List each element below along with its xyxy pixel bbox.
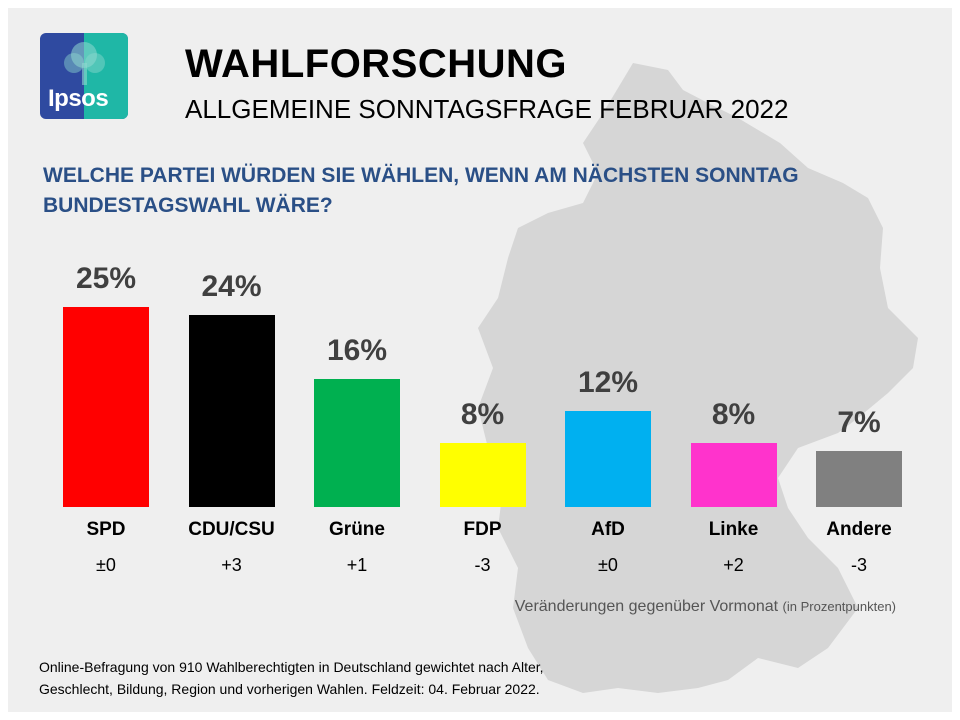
change-label: +1	[346, 555, 368, 575]
logo-text: Ipsos	[48, 85, 109, 112]
footer-line-2: Geschlecht, Bildung, Region und vorherig…	[39, 681, 540, 697]
tree-head-icon	[64, 42, 105, 85]
value-label: 25%	[75, 262, 137, 295]
germany-map-background	[478, 63, 918, 693]
value-label: 7%	[837, 406, 881, 439]
survey-question: WELCHE PARTEI WÜRDEN SIE WÄHLEN, WENN AM…	[43, 164, 799, 217]
change-note-main: Veränderungen gegenüber Vormonat	[514, 598, 779, 615]
footer-line-1: Online-Befragung von 910 Wahlberechtigte…	[39, 659, 544, 675]
value-label: 8%	[460, 398, 505, 431]
change-note-detail: (in Prozentpunkten)	[782, 599, 896, 614]
change-label: +2	[723, 555, 744, 575]
category-label: AfD	[591, 519, 625, 540]
change-label: ±0	[598, 555, 618, 575]
bar-cdu-csu	[188, 315, 275, 507]
change-label: +3	[221, 555, 242, 575]
infographic-frame: Ipsos WAHLFORSCHUNG ALLGEMEINE SONNTAGSF…	[8, 8, 952, 712]
category-label: CDU/CSU	[188, 519, 275, 540]
bar-andere	[816, 451, 902, 507]
change-label: -3	[850, 555, 867, 575]
bar-gr-ne	[314, 379, 400, 507]
ipsos-logo: Ipsos	[40, 33, 128, 119]
category-label: Grüne	[329, 519, 385, 540]
value-label: 24%	[201, 270, 262, 303]
page-subtitle: ALLGEMEINE SONNTAGSFRAGE FEBRUAR 2022	[185, 94, 789, 124]
category-label: FDP	[463, 519, 502, 540]
bar-afd	[565, 411, 651, 507]
page-title: WAHLFORSCHUNG	[185, 42, 568, 86]
category-label: SPD	[86, 519, 126, 540]
footer-note: Online-Befragung von 910 Wahlberechtigte…	[39, 656, 659, 700]
change-label: ±0	[96, 555, 116, 575]
bar-linke	[690, 443, 777, 507]
value-label: 16%	[326, 334, 388, 367]
bar-fdp	[439, 443, 526, 507]
bar-chart: 25% SPD ±0 24% CDU/CSU +3 16% Grüne +1 8% FDP -3 12%…	[8, 8, 952, 712]
bar-spd	[63, 307, 149, 507]
value-label: 12%	[577, 366, 639, 399]
category-label: Andere	[826, 519, 892, 540]
change-label: -3	[474, 555, 491, 575]
change-note: Veränderungen gegenüber Vormonat (in Pro…	[515, 598, 896, 616]
category-label: Linke	[708, 519, 759, 540]
value-label: 8%	[711, 398, 756, 431]
